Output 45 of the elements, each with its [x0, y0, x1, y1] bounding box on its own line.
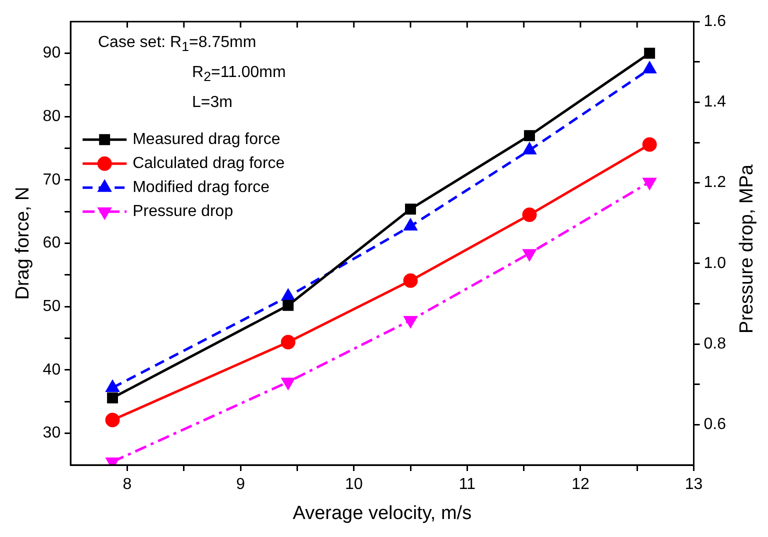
x-axis-title: Average velocity, m/s — [292, 502, 472, 524]
legend-label: Pressure drop — [132, 203, 234, 220]
legend-label: Calculated drag force — [132, 155, 285, 172]
y-tick-label: 80 — [42, 108, 61, 126]
y2-axis-title: Pressure drop, MPa — [736, 164, 758, 333]
point — [404, 316, 417, 328]
y2-tick-label: 0.6 — [704, 416, 726, 434]
point — [403, 273, 418, 288]
point — [643, 178, 656, 190]
y-axis-title: Drag force, N — [12, 186, 34, 300]
y-tick-label: 60 — [42, 234, 61, 252]
x-tick-label: 10 — [344, 476, 363, 494]
annotation: R$_{2}$=11.00mm — [191, 63, 286, 86]
y2-tick-label: 1.6 — [704, 13, 726, 30]
legend-label: Measured drag force — [132, 131, 280, 148]
x-tick-label: 11 — [458, 476, 476, 494]
annotation: Case set: R$_{1}$=8.75mm — [98, 33, 258, 56]
y-tick-label: 70 — [42, 171, 61, 188]
x-tick-label: 12 — [572, 476, 590, 494]
point — [105, 412, 120, 428]
y-tick-label: 90 — [42, 44, 61, 62]
y2-tick-label: 1.0 — [704, 254, 726, 272]
y2-tick-label: 1.2 — [704, 174, 726, 192]
y-tick-label: 50 — [42, 298, 61, 316]
point — [405, 204, 416, 215]
y-tick-label: 40 — [42, 361, 61, 378]
point — [642, 137, 657, 152]
y2-tick-label: 0.8 — [704, 335, 726, 352]
point — [282, 300, 294, 311]
point — [282, 289, 295, 301]
x-tick-label: 9 — [236, 476, 246, 494]
point — [282, 378, 295, 390]
x-tick-label: 8 — [122, 476, 132, 494]
point — [522, 208, 537, 222]
y2-tick-label: 1.4 — [704, 94, 726, 111]
point — [644, 48, 656, 59]
point — [106, 380, 119, 392]
annotation: L=3m — [191, 93, 234, 114]
point — [524, 130, 535, 142]
x-tick-label: 13 — [684, 476, 703, 494]
y-tick-label: 30 — [42, 424, 61, 442]
point — [523, 249, 536, 261]
point — [107, 392, 118, 404]
legend-label: Modified drag force — [132, 179, 270, 196]
point — [280, 334, 296, 350]
